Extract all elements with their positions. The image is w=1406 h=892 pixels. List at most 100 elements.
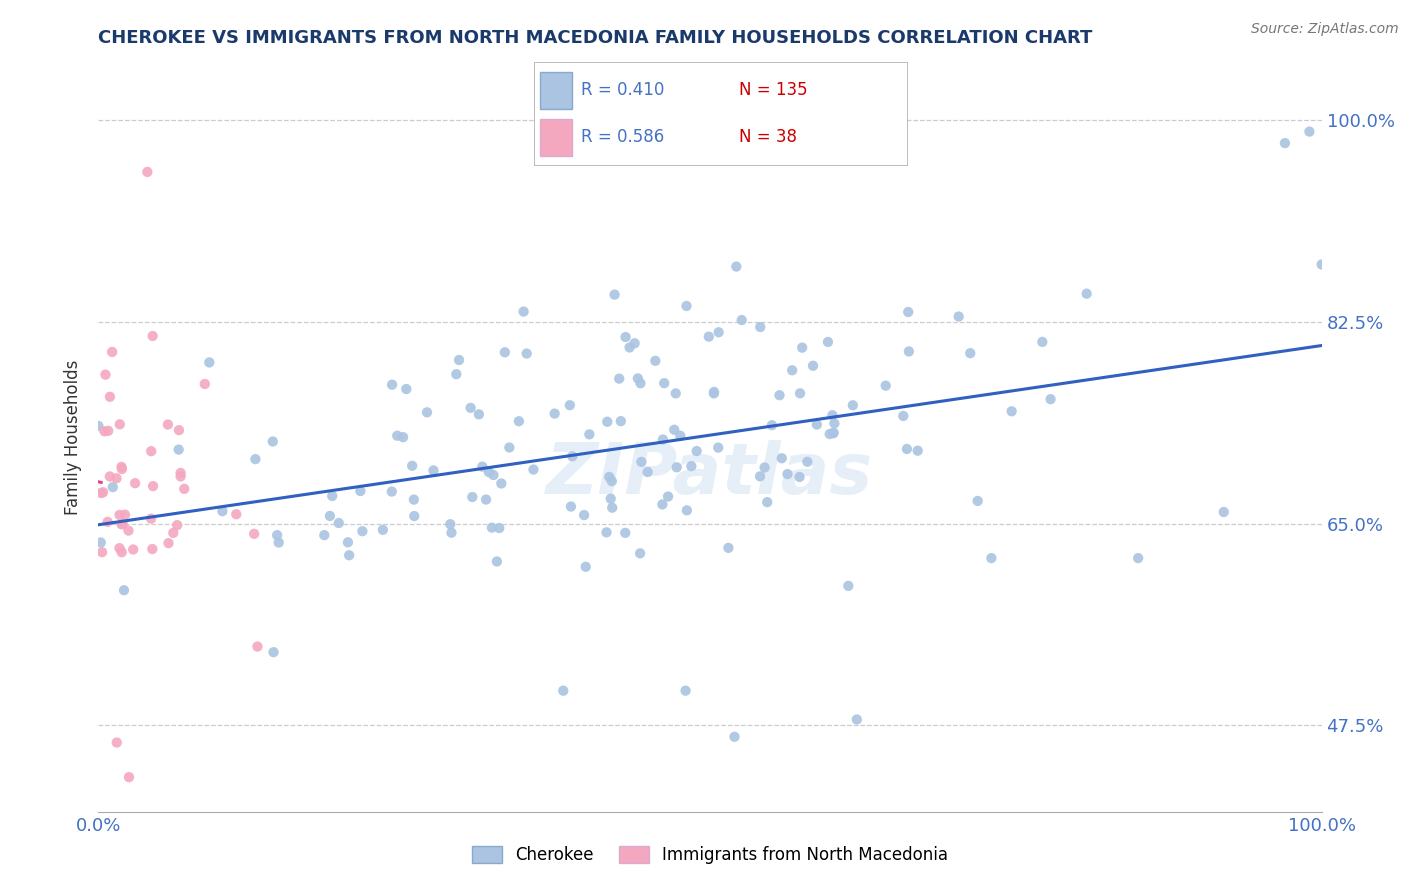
Point — [768, 388, 790, 402]
Point — [792, 341, 814, 355]
Point — [508, 414, 530, 428]
Point — [101, 345, 124, 359]
Point — [637, 465, 659, 479]
Point — [157, 536, 180, 550]
Point — [124, 476, 146, 491]
Point — [142, 479, 165, 493]
Point — [90, 535, 112, 549]
Point — [516, 346, 538, 360]
Point — [725, 260, 748, 274]
Point — [246, 640, 269, 654]
Point — [262, 434, 284, 449]
Point — [675, 683, 697, 698]
Point — [336, 535, 359, 549]
Point — [1039, 392, 1062, 407]
Point — [136, 165, 159, 179]
Point — [907, 443, 929, 458]
Point — [1001, 404, 1024, 418]
Point — [664, 423, 686, 437]
Point — [97, 515, 120, 529]
Point — [627, 371, 650, 385]
Point — [1212, 505, 1234, 519]
Point — [225, 508, 247, 522]
Text: N = 38: N = 38 — [740, 128, 797, 146]
Point — [823, 425, 845, 440]
Point — [681, 459, 703, 474]
Point — [652, 376, 675, 391]
Point — [845, 713, 868, 727]
Point — [610, 414, 633, 428]
Point — [754, 460, 776, 475]
Point — [512, 304, 534, 318]
Point — [156, 417, 179, 432]
Point — [349, 483, 371, 498]
Point — [595, 525, 617, 540]
Point — [91, 485, 114, 500]
Point — [823, 426, 845, 441]
Point — [1298, 125, 1320, 139]
Point — [387, 428, 409, 442]
Point — [630, 376, 652, 391]
Point — [328, 516, 350, 530]
Point — [966, 494, 988, 508]
Point — [842, 398, 865, 412]
Point — [630, 455, 652, 469]
Point — [676, 503, 699, 517]
Point — [87, 419, 110, 434]
Point — [685, 444, 707, 458]
Point — [498, 441, 520, 455]
Point — [770, 451, 793, 466]
Point — [401, 458, 423, 473]
Point — [471, 459, 494, 474]
Point — [817, 334, 839, 349]
Point — [837, 579, 859, 593]
Point — [416, 405, 439, 419]
Point — [91, 545, 114, 559]
Point — [599, 491, 621, 506]
Text: R = 0.586: R = 0.586 — [581, 128, 664, 146]
Point — [422, 463, 444, 477]
Point — [896, 442, 918, 456]
Point — [461, 490, 484, 504]
Point — [818, 427, 841, 442]
Point — [596, 415, 619, 429]
Point — [980, 551, 1002, 566]
Point — [1076, 286, 1098, 301]
Point — [166, 518, 188, 533]
Point — [337, 548, 360, 562]
Point — [94, 368, 117, 382]
Point — [707, 326, 730, 340]
Point — [319, 508, 342, 523]
Point — [749, 469, 772, 483]
Point — [1274, 136, 1296, 150]
Point — [352, 524, 374, 539]
Point — [117, 524, 139, 538]
Point — [806, 417, 828, 432]
Point — [111, 516, 134, 531]
Point — [108, 508, 131, 522]
Point — [110, 459, 132, 474]
Point — [703, 386, 725, 401]
Point — [717, 541, 740, 555]
Point — [392, 430, 415, 444]
Point — [90, 486, 112, 500]
Point — [169, 469, 191, 483]
Point — [110, 517, 132, 532]
Point — [198, 355, 221, 369]
Point — [404, 509, 426, 524]
Point — [578, 427, 600, 442]
Text: CHEROKEE VS IMMIGRANTS FROM NORTH MACEDONIA FAMILY HOUSEHOLDS CORRELATION CHART: CHEROKEE VS IMMIGRANTS FROM NORTH MACEDO… — [98, 29, 1092, 47]
Point — [141, 444, 163, 458]
Point — [665, 460, 688, 475]
Point — [141, 542, 163, 557]
Point — [97, 424, 120, 438]
Point — [614, 525, 637, 540]
Point — [697, 329, 720, 343]
Point — [669, 429, 692, 443]
Point — [560, 500, 582, 514]
Point — [488, 521, 510, 535]
Point — [651, 497, 673, 511]
Point — [440, 525, 463, 540]
Point — [111, 545, 134, 559]
Point — [948, 310, 970, 324]
